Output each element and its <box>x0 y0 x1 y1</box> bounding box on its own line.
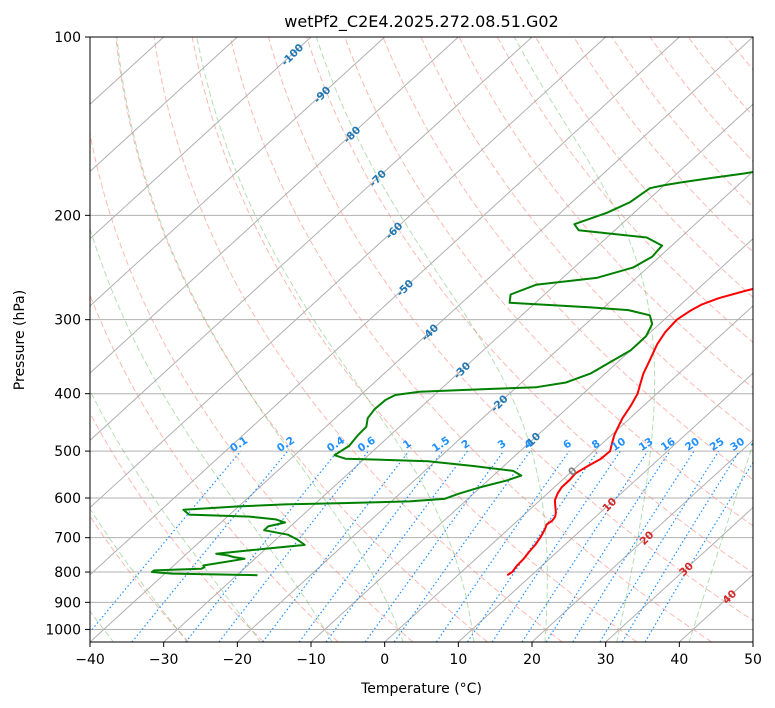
dry-adiabat <box>306 37 753 574</box>
x-tick-label: 50 <box>744 652 762 668</box>
dry-adiabat <box>90 412 264 642</box>
mixing-ratio-line <box>185 450 339 642</box>
sounding-profiles <box>150 170 753 577</box>
isotherm <box>90 37 607 509</box>
mixing-ratio-line <box>466 450 599 642</box>
dry-adiabat <box>90 293 339 642</box>
dry-adiabat <box>535 37 753 298</box>
mixing-ratio-line <box>364 450 505 642</box>
dry-adiabat <box>496 37 753 344</box>
moist-adiabat <box>90 389 261 642</box>
isotherm <box>90 37 459 374</box>
y-tick-label: 700 <box>54 531 81 547</box>
isotherm <box>163 103 753 642</box>
moist-adiabat <box>116 37 404 642</box>
y-tick-label: 500 <box>54 444 81 460</box>
x-tick-label: 10 <box>449 652 467 668</box>
mixing-ratio-line <box>325 450 468 642</box>
mixing-ratio-line <box>491 450 621 642</box>
mixing-ratio-line <box>393 450 531 642</box>
x-axis-ticks: −40 −30 −20 −10 0 10 20 30 40 50 <box>75 642 762 668</box>
dry-adiabat <box>458 37 753 389</box>
plot-frame <box>89 36 754 643</box>
isotherm <box>605 506 753 642</box>
mixing-ratio-line <box>545 450 671 642</box>
isotherm <box>90 37 238 173</box>
y-tick-label: 100 <box>54 30 81 46</box>
y-tick-label: 1000 <box>45 622 81 638</box>
plot-area: -100-90-80-70-60-50-40-30-20-10010203040… <box>90 37 768 642</box>
mixing-ratio-line <box>521 450 649 642</box>
chart-title: wetPf2_C2E4.2025.272.08.51.G02 <box>284 12 558 32</box>
moist-adiabat <box>90 227 333 642</box>
y-tick-label: 300 <box>54 313 81 329</box>
x-tick-label: 30 <box>597 652 615 668</box>
dewpoint-profile <box>150 170 753 577</box>
mixing-ratio-line <box>131 450 289 642</box>
y-tick-label: 600 <box>54 491 81 507</box>
x-tick-label: 0 <box>380 652 389 668</box>
isotherm <box>384 305 753 642</box>
mixing-ratio-line <box>572 450 695 642</box>
isotherm <box>457 372 753 642</box>
x-tick-label: −20 <box>223 652 253 668</box>
y-axis-label: Pressure (hPa) <box>12 290 28 390</box>
y-tick-label: 200 <box>54 208 81 224</box>
x-tick-label: −40 <box>75 652 105 668</box>
moist-adiabat <box>196 37 475 642</box>
isotherm <box>90 37 533 442</box>
x-tick-label: 40 <box>670 652 688 668</box>
isotherm <box>236 170 753 642</box>
x-tick-label: −10 <box>296 652 326 668</box>
x-tick-label: −30 <box>149 652 179 668</box>
temperature-profile <box>506 287 753 577</box>
mixing-ratio-line <box>435 450 570 642</box>
y-tick-label: 400 <box>54 387 81 403</box>
dry-adiabat <box>268 37 753 622</box>
moist-adiabats <box>90 37 753 642</box>
moist-adiabat <box>513 37 656 642</box>
mixing-ratio-line <box>298 450 444 642</box>
isotherm <box>90 37 386 307</box>
y-axis-ticks: 100 200 300 400 500 600 700 800 900 1000 <box>45 30 90 638</box>
mixing-ratio-label: 36 <box>749 436 768 454</box>
mixing-ratio-line <box>262 450 410 642</box>
y-tick-label: 800 <box>54 565 81 581</box>
y-tick-label: 900 <box>54 595 81 611</box>
x-axis-label: Temperature (°C) <box>360 681 482 697</box>
moist-adiabat <box>315 37 548 642</box>
isotherms <box>90 37 753 642</box>
isotherm <box>90 37 680 576</box>
dry-adiabat <box>191 37 638 642</box>
mixing-ratio-line <box>90 450 242 633</box>
mixing-ratio-line <box>621 450 740 642</box>
dry-adiabat <box>90 515 190 642</box>
isotherm <box>531 439 753 642</box>
dry-adiabat <box>115 37 488 642</box>
isotherm <box>90 37 753 642</box>
moist-adiabat <box>688 442 753 642</box>
isotherm <box>90 37 312 240</box>
mixing-ratio-lines <box>90 450 753 642</box>
x-tick-label: 20 <box>523 652 541 668</box>
dry-adiabat <box>153 37 563 642</box>
